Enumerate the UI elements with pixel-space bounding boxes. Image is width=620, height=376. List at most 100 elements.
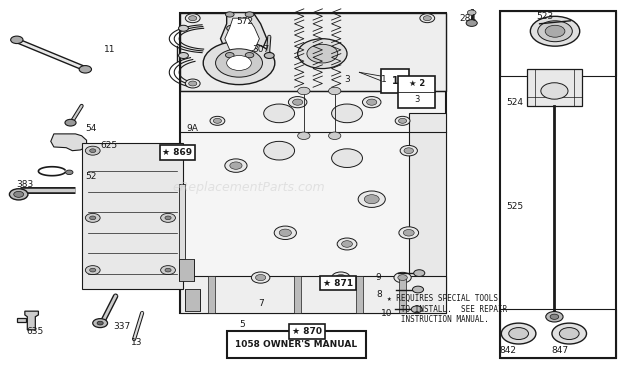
Circle shape <box>336 274 346 280</box>
Circle shape <box>342 241 352 247</box>
Circle shape <box>423 81 432 86</box>
Text: 11: 11 <box>104 45 115 55</box>
Polygon shape <box>221 12 267 58</box>
Bar <box>82 143 184 289</box>
Circle shape <box>264 53 274 59</box>
Bar <box>208 276 215 313</box>
Polygon shape <box>409 113 446 300</box>
Circle shape <box>210 116 225 125</box>
Circle shape <box>337 238 357 250</box>
Bar <box>227 331 366 358</box>
Bar <box>91 152 175 271</box>
Circle shape <box>394 272 411 283</box>
Circle shape <box>509 327 528 340</box>
Circle shape <box>161 146 175 155</box>
Circle shape <box>274 226 296 240</box>
Circle shape <box>161 213 175 222</box>
Circle shape <box>329 87 341 95</box>
Bar <box>180 276 446 313</box>
Circle shape <box>332 149 363 167</box>
Circle shape <box>185 14 200 23</box>
Circle shape <box>216 49 262 77</box>
Bar <box>84 146 181 284</box>
Text: 842: 842 <box>499 346 516 355</box>
Text: 383: 383 <box>16 180 33 189</box>
Circle shape <box>90 149 96 153</box>
Circle shape <box>79 65 92 73</box>
Circle shape <box>227 25 237 31</box>
Circle shape <box>423 16 432 21</box>
Text: 524: 524 <box>507 98 523 107</box>
Text: ★ 870: ★ 870 <box>292 327 322 336</box>
Circle shape <box>245 12 254 17</box>
Circle shape <box>398 275 407 280</box>
Circle shape <box>400 146 417 156</box>
Text: 3: 3 <box>344 75 350 84</box>
Circle shape <box>213 118 221 123</box>
Circle shape <box>279 229 291 237</box>
Text: ★ 2: ★ 2 <box>409 79 425 88</box>
Bar <box>500 309 616 358</box>
Text: eReplacementParts.com: eReplacementParts.com <box>172 182 325 194</box>
Circle shape <box>97 321 104 325</box>
Circle shape <box>395 116 410 125</box>
Bar <box>93 155 172 266</box>
Text: 572: 572 <box>237 17 254 26</box>
Bar <box>398 76 435 108</box>
Bar <box>294 276 301 313</box>
Circle shape <box>288 97 307 108</box>
Text: 7: 7 <box>258 299 264 308</box>
Circle shape <box>399 118 407 123</box>
Text: 54: 54 <box>85 124 97 133</box>
Circle shape <box>264 104 294 123</box>
Text: ★ REQUIRES SPECIAL TOOLS
   TO INSTALL.  SEE REPAIR
   INSTRUCTION MANUAL.: ★ REQUIRES SPECIAL TOOLS TO INSTALL. SEE… <box>387 294 507 324</box>
Circle shape <box>530 16 580 46</box>
Circle shape <box>9 189 28 200</box>
Text: 1058 OWNER'S MANUAL: 1058 OWNER'S MANUAL <box>235 340 357 349</box>
Circle shape <box>165 268 171 272</box>
Bar <box>179 259 194 281</box>
Circle shape <box>66 170 73 174</box>
Circle shape <box>420 14 435 23</box>
Circle shape <box>264 141 294 160</box>
Circle shape <box>420 79 435 88</box>
Circle shape <box>185 79 200 88</box>
Text: 284: 284 <box>459 14 476 23</box>
Circle shape <box>332 272 350 283</box>
Circle shape <box>86 265 100 274</box>
Circle shape <box>226 53 234 58</box>
Text: 307: 307 <box>252 45 269 55</box>
Circle shape <box>293 99 303 105</box>
Circle shape <box>255 274 266 280</box>
Circle shape <box>404 229 414 236</box>
Polygon shape <box>25 311 38 330</box>
Circle shape <box>298 87 310 95</box>
Circle shape <box>179 53 188 59</box>
Bar <box>185 289 200 311</box>
Circle shape <box>329 132 341 139</box>
Text: 1: 1 <box>381 75 387 84</box>
Circle shape <box>188 16 197 21</box>
Polygon shape <box>225 18 259 52</box>
Text: 523: 523 <box>536 12 553 21</box>
Circle shape <box>14 191 24 197</box>
Text: 52: 52 <box>85 172 97 181</box>
Circle shape <box>404 148 414 153</box>
Bar <box>381 68 409 93</box>
Circle shape <box>298 132 310 139</box>
Circle shape <box>502 323 536 344</box>
Circle shape <box>179 25 188 31</box>
Circle shape <box>365 195 379 204</box>
Circle shape <box>414 270 425 276</box>
Bar <box>180 12 446 91</box>
Circle shape <box>298 39 347 68</box>
Circle shape <box>203 41 275 85</box>
Bar <box>500 11 616 358</box>
Circle shape <box>552 323 587 344</box>
Circle shape <box>93 318 107 327</box>
Polygon shape <box>51 134 87 151</box>
Text: ★ 871: ★ 871 <box>323 279 353 288</box>
Circle shape <box>550 314 559 319</box>
Text: 8: 8 <box>376 290 382 299</box>
Circle shape <box>165 149 171 153</box>
